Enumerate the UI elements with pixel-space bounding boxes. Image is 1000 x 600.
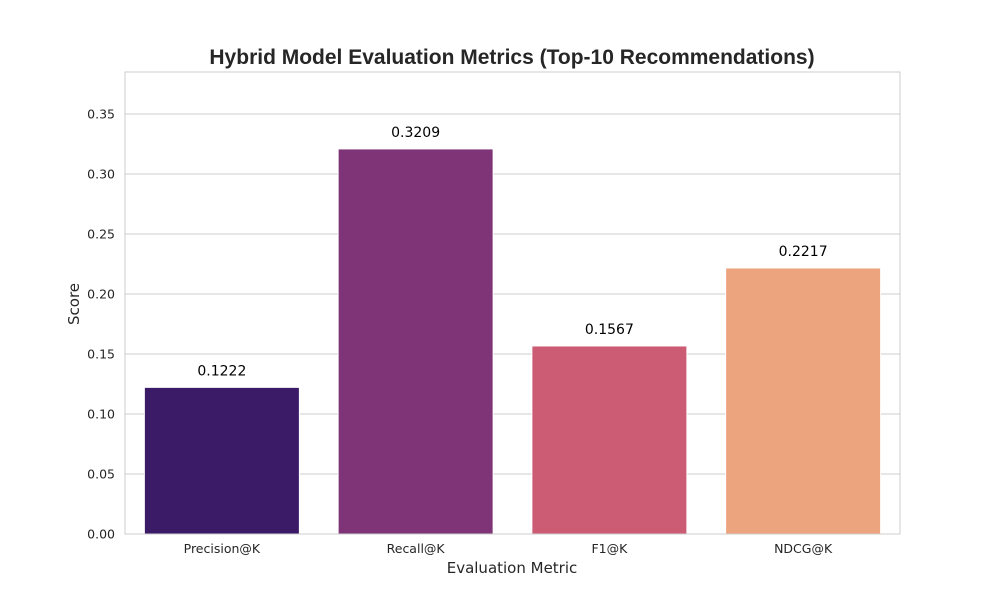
y-axis-label: Score [65,283,83,325]
x-axis-label: Evaluation Metric [447,559,578,577]
data-label: 0.1222 [197,363,246,379]
y-tick-label: 0.10 [87,407,115,422]
bar-precision-k [143,386,300,535]
x-tick-label: F1@K [591,541,628,556]
bar-recall-k [337,148,494,535]
data-label: 0.1567 [585,322,634,338]
data-label: 0.2217 [779,244,828,260]
y-tick-label: 0.05 [87,467,115,482]
data-label: 0.3209 [391,125,440,141]
y-tick-label: 0.35 [87,107,115,122]
x-tick-label: Recall@K [387,541,446,556]
bar-ndcg-k [725,267,882,535]
y-axis-ticks: 0.00 0.05 0.10 0.15 0.20 0.25 0.30 0.35 [87,107,115,542]
y-tick-label: 0.15 [87,347,115,362]
y-tick-label: 0.00 [87,527,115,542]
chart-title: Hybrid Model Evaluation Metrics (Top-10 … [209,46,814,69]
bars [143,148,882,535]
y-tick-label: 0.25 [87,227,115,242]
y-tick-label: 0.30 [87,167,115,182]
plot-area-frame [124,71,901,535]
data-labels: 0.1222 0.3209 0.1567 0.2217 [197,125,827,379]
x-axis-ticks: Precision@K Recall@K F1@K NDCG@K [184,541,833,556]
x-tick-label: NDCG@K [774,541,833,556]
x-tick-label: Precision@K [184,541,261,556]
bar-f1-k [531,345,688,535]
y-tick-label: 0.20 [87,287,115,302]
